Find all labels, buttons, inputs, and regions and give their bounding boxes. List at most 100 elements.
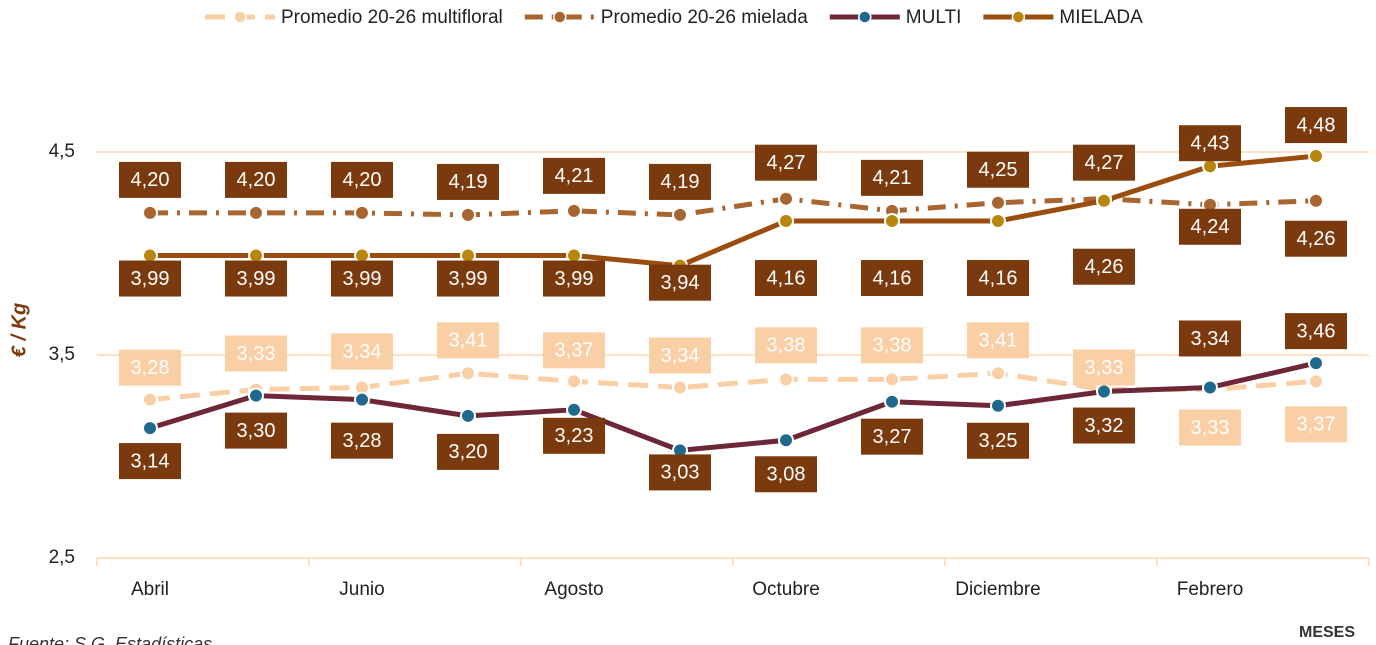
data-point — [990, 213, 1006, 230]
data-label-box — [1179, 409, 1241, 446]
data-label: 3,46 — [1297, 320, 1336, 342]
data-label: 4,43 — [1191, 132, 1230, 154]
data-point — [566, 373, 582, 390]
data-label-box — [1285, 313, 1347, 350]
data-label-box — [225, 161, 287, 198]
data-label: 3,28 — [343, 430, 382, 452]
data-point — [142, 247, 158, 264]
data-label: 4,24 — [1191, 216, 1230, 238]
data-point — [884, 371, 900, 388]
data-point — [142, 420, 158, 437]
data-label-box — [649, 163, 711, 200]
data-point — [990, 397, 1006, 414]
x-tick-label: Diciembre — [955, 579, 1041, 600]
data-point — [142, 391, 158, 408]
data-label-box — [861, 260, 923, 297]
data-label: 3,94 — [661, 272, 700, 294]
data-label-box — [861, 418, 923, 455]
legend-marker — [233, 10, 247, 24]
data-label: 3,38 — [767, 335, 806, 357]
data-label-box — [967, 322, 1029, 359]
data-label-box — [861, 159, 923, 196]
data-point — [672, 379, 688, 396]
data-label-box — [119, 443, 181, 480]
data-label-box — [755, 144, 817, 181]
data-label-box — [543, 157, 605, 194]
data-point — [778, 432, 794, 449]
data-label-box — [1073, 349, 1135, 386]
data-point — [354, 391, 370, 408]
data-point — [566, 401, 582, 418]
data-label-box — [1285, 406, 1347, 443]
data-point — [990, 365, 1006, 382]
data-point — [354, 247, 370, 264]
data-label: 4,20 — [131, 169, 170, 191]
data-label: 3,14 — [131, 450, 170, 472]
data-label: 3,41 — [979, 330, 1018, 352]
data-label: 3,25 — [979, 430, 1018, 452]
data-label: 3,34 — [1191, 328, 1230, 350]
data-label: 4,20 — [343, 169, 382, 191]
data-point — [1096, 383, 1112, 400]
data-label: 3,99 — [131, 268, 170, 290]
data-label: 4,26 — [1085, 256, 1124, 278]
data-label: 4,25 — [979, 159, 1018, 181]
data-label-box — [755, 327, 817, 364]
data-point — [990, 194, 1006, 211]
data-label: 3,27 — [873, 426, 912, 448]
y-tick-label: 2,5 — [49, 547, 75, 568]
data-label: 4,19 — [449, 171, 488, 193]
data-point — [460, 206, 476, 223]
data-label-box — [1285, 220, 1347, 257]
series-line — [149, 360, 1317, 453]
data-label: 4,48 — [1297, 114, 1336, 136]
data-label: 3,23 — [555, 425, 594, 447]
data-label: 3,33 — [1085, 357, 1124, 379]
data-label: 3,37 — [555, 340, 594, 362]
legend-label: MULTI — [906, 7, 962, 28]
data-point — [460, 365, 476, 382]
data-label-box — [543, 332, 605, 369]
data-label-box — [967, 151, 1029, 188]
data-label: 3,28 — [131, 357, 170, 379]
data-label: 4,26 — [1297, 228, 1336, 250]
data-label: 4,27 — [1085, 152, 1124, 174]
data-label-box — [543, 417, 605, 454]
data-label: 3,34 — [343, 341, 382, 363]
data-point — [1202, 379, 1218, 396]
x-tick-label: Octubre — [752, 579, 820, 600]
data-label-box — [1073, 407, 1135, 444]
data-label: 3,08 — [767, 464, 806, 486]
data-label: 4,21 — [555, 165, 594, 187]
legend-label: MIELADA — [1059, 7, 1143, 28]
data-label: 4,27 — [767, 152, 806, 174]
data-label-box — [437, 322, 499, 359]
data-label-box — [755, 260, 817, 297]
data-point — [248, 387, 264, 404]
data-label: 3,34 — [661, 345, 700, 367]
x-axis-title: MESES — [1299, 624, 1355, 641]
data-point — [460, 407, 476, 424]
data-label-box — [331, 422, 393, 459]
data-label-box — [967, 260, 1029, 297]
data-point — [672, 206, 688, 223]
source-note: Fuente: S.G. Estadísticas — [8, 634, 212, 645]
data-label-box — [543, 260, 605, 297]
data-label: 3,99 — [555, 268, 594, 290]
data-label: 4,16 — [979, 267, 1018, 289]
data-point — [460, 247, 476, 264]
y-tick-label: 4,5 — [49, 141, 75, 162]
data-point — [248, 204, 264, 221]
data-point — [1096, 192, 1112, 209]
data-label-box — [225, 335, 287, 372]
data-label: 3,33 — [237, 343, 276, 365]
series-line — [150, 153, 1317, 269]
data-label: 3,03 — [661, 462, 700, 484]
data-label: 3,37 — [1297, 414, 1336, 436]
data-label-box — [119, 349, 181, 386]
data-point — [566, 202, 582, 219]
x-tick-label: Junio — [339, 579, 384, 600]
data-label: 3,99 — [449, 268, 488, 290]
data-point — [142, 204, 158, 221]
